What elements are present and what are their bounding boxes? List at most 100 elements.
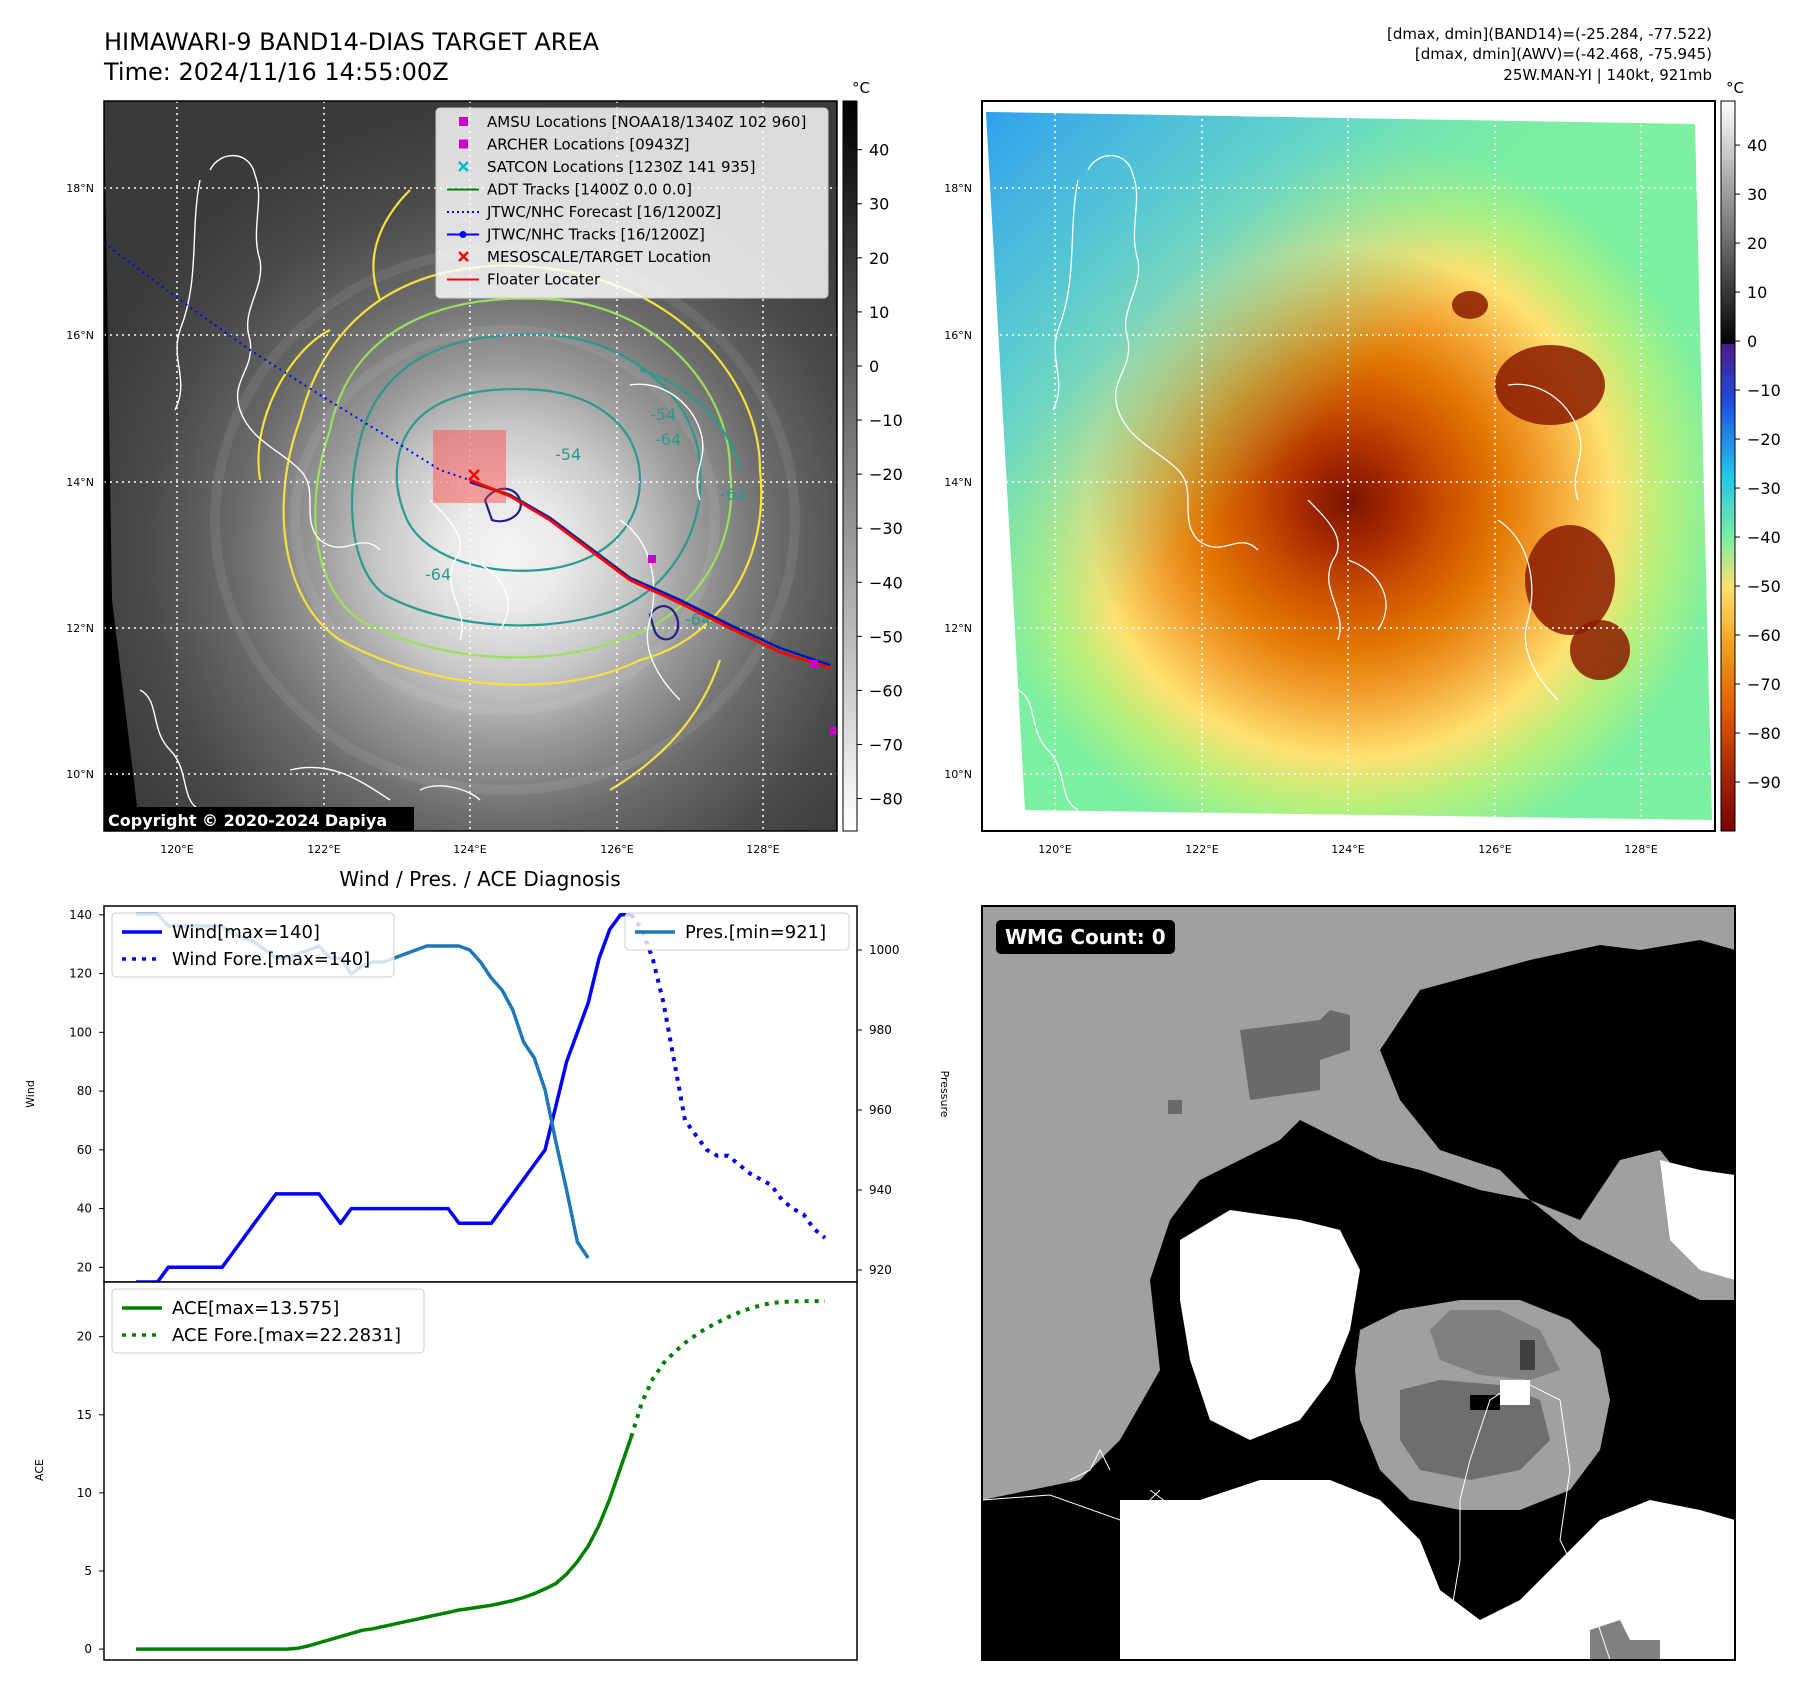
coastlines [1017,154,1582,811]
y-tick-label: 40 [77,1202,92,1216]
y2-tick-label: 960 [869,1103,892,1117]
y-tick-label: 15 [77,1408,92,1422]
legend-entry: ADT Tracks [1400Z 0.0 0.0] [447,181,692,199]
contours-teal [350,333,742,627]
chart-title: Wind / Pres. / ACE Diagnosis [339,867,620,891]
colorbar-tick-label: 30 [1747,185,1767,204]
colorbar-tick-label: −70 [869,735,903,754]
lon-tick: 120°E [160,843,193,856]
contour-label: -64 [425,565,451,584]
legend-entry: ARCHER Locations [0943Z] [459,136,690,154]
y-tick-label: 5 [84,1564,92,1578]
colorbar-tick-label: −60 [869,681,903,700]
colorbar-tick-label: −70 [1747,675,1781,694]
colorbar-tick-label: −30 [869,519,903,538]
lon-tick: 122°E [1185,843,1218,856]
floater-track [469,478,831,670]
archer-location [648,555,656,563]
colorbar-tick-label: 0 [869,357,879,376]
series-line-0 [136,1436,633,1651]
target-area-box [433,430,506,503]
colorbar-tick-label: −60 [1747,626,1781,645]
lat-tick: 12°N [944,622,972,635]
map2-lon-ticks: 120°E 122°E 124°E 126°E 128°E [1038,843,1657,856]
color-colorbar: °C 40 30 20 10 0 −10 −20 −30 −40 −50 −60 −70 −80 −90 [1720,79,1781,832]
amsu-location [830,727,837,735]
lat-tick: 16°N [944,329,972,342]
y2-tick-label: 1000 [869,943,900,957]
legend-entry: AMSU Locations [NOAA18/1340Z 102 960] [459,113,806,131]
colorbar-tick-label: −20 [1747,430,1781,449]
colorbar-tick-label: −80 [869,790,903,809]
colorbar-tick-label: −90 [1747,773,1781,792]
y-tick-label: 80 [77,1084,92,1098]
colorbar-tick-label: −50 [1747,577,1781,596]
lon-tick: 126°E [1478,843,1511,856]
map1-lon-ticks: 120°E 122°E 124°E 126°E 128°E [160,843,779,856]
legend-label: SATCON Locations [1230Z 141 935] [487,158,755,176]
legend-label: JTWC/NHC Forecast [16/1200Z] [486,203,721,221]
chart-legend: Pres.[min=921] [624,912,850,951]
pressure-axis-label: Pressure [938,1071,951,1118]
grayscale-colorbar: °C 40 30 20 10 0 −10 −20 −30 −40 −50 −60 −70 −80 [842,79,903,832]
legend-marker [458,161,469,172]
figure-title: HIMAWARI-9 BAND14-DIAS TARGET AREA [104,28,600,56]
legend-label: ARCHER Locations [0943Z] [487,136,690,154]
lon-tick: 122°E [307,843,340,856]
y2-tick-label: 940 [869,1183,892,1197]
legend-entry: JTWC/NHC Forecast [16/1200Z] [447,203,721,221]
colorbar-tick-label: −10 [1747,381,1781,400]
legend-label: ACE Fore.[max=22.2831] [172,1325,401,1346]
legend-marker [459,139,468,149]
legend-label: ACE[max=13.575] [172,1298,339,1319]
amsu-location [810,660,818,668]
lat-tick: 16°N [66,329,94,342]
colorbar-tick-label: 30 [869,195,889,214]
contours-green [314,297,733,659]
wind-axis-label: Wind [24,1080,37,1108]
lon-tick: 128°E [1624,843,1657,856]
contour-label: -64 [655,430,681,449]
series-line-1 [629,913,827,1240]
contour-label: -54 [555,445,581,464]
stats-awv: [dmax, dmin](AWV)=(-42.468, -75.945) [1415,45,1712,63]
colorbar-tick-label: 40 [1747,136,1767,155]
colorbar-tick-label: 10 [869,303,889,322]
colorbar-tick-label: 20 [1747,234,1767,253]
chart-legend: Wind[max=140] Wind Fore.[max=140] [111,912,395,978]
lat-tick: 18°N [944,182,972,195]
legend-label: Wind Fore.[max=140] [172,949,370,970]
legend-label: MESOSCALE/TARGET Location [487,248,711,266]
wmg-panel [981,905,1736,1661]
ace-axis-label: ACE [33,1459,46,1481]
legend-marker [458,251,469,262]
y2-tick-label: 920 [869,1263,892,1277]
map-gridlines [982,101,1715,831]
y-tick-label: 20 [77,1260,92,1274]
legend-marker-dot [459,231,467,238]
y-tick-label: 140 [69,908,92,922]
colorbar-tick-label: −80 [1747,724,1781,743]
lat-tick: 18°N [66,182,94,195]
colorbar-tick-label: −30 [1747,479,1781,498]
legend-entry: SATCON Locations [1230Z 141 935] [458,158,755,176]
lon-tick: 124°E [453,843,486,856]
y-tick-label: 0 [84,1642,92,1656]
lon-tick: 126°E [600,843,633,856]
lon-tick: 120°E [1038,843,1071,856]
colorbar-tick-label: 0 [1747,332,1757,351]
colorbar-tick-label: 40 [869,141,889,160]
colorbar-unit: °C [1726,79,1744,97]
colorbar-tick-label: −40 [1747,528,1781,547]
colorbar-tick-label: 20 [869,249,889,268]
colorbar-tick-label: −20 [869,465,903,484]
legend-marker [459,117,468,126]
legend-label: Wind[max=140] [172,922,320,943]
jtwc-forecast-track [104,242,471,481]
colorbar-tick-label: −40 [869,573,903,592]
lat-tick: 14°N [66,476,94,489]
copyright-box [104,807,414,831]
lat-tick: 12°N [66,622,94,635]
legend-label: JTWC/NHC Tracks [16/1200Z] [486,226,705,244]
wind-pressure-chart: 20 40 60 80 100 120 140 920 940 960 980 1000 Wind[ma… [69,905,900,1284]
